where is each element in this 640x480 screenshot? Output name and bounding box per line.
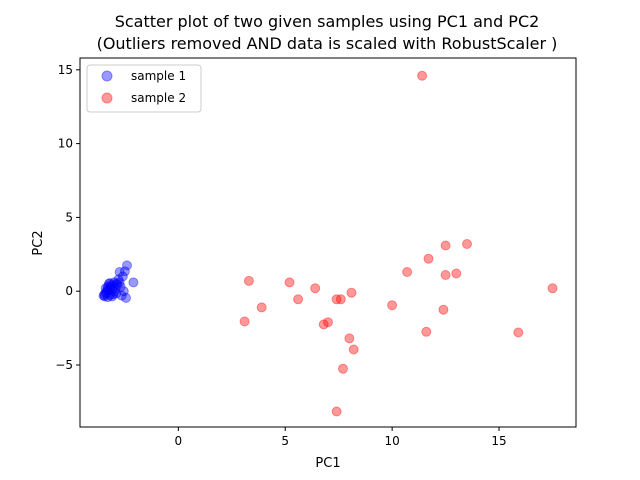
sample-1-point-16 xyxy=(115,281,126,292)
sample-2-point-16 xyxy=(387,300,398,311)
sample-1-point-8 xyxy=(106,280,116,291)
y-tick-label: 5 xyxy=(65,210,73,224)
sample-2-point-23 xyxy=(513,327,524,338)
sample-1-point-22 xyxy=(122,260,132,271)
sample-2-point-27 xyxy=(331,406,342,417)
sample-2-point-9 xyxy=(284,277,295,288)
sample-1-point-29 xyxy=(106,281,116,292)
sample-1-point-14 xyxy=(113,274,124,285)
x-tick-label: 5 xyxy=(281,434,289,448)
sample-1-point-19 xyxy=(118,286,129,297)
sample-2-point-25 xyxy=(348,344,359,355)
sample-2-point-17 xyxy=(256,302,267,313)
data-points xyxy=(98,70,558,417)
sample-1-point-6 xyxy=(103,278,114,289)
sample-2-point-15 xyxy=(293,294,304,305)
sample-2-point-20 xyxy=(323,317,333,328)
sample-1-point-21 xyxy=(121,292,131,303)
sample-2-point-7 xyxy=(440,270,451,280)
sample-1-point-3 xyxy=(100,287,111,298)
sample-2-point-2 xyxy=(462,239,472,249)
sample-2-point-8 xyxy=(243,275,254,286)
sample-1-point-9 xyxy=(107,284,118,295)
sample-1-point-18 xyxy=(117,271,128,282)
sample-1-point-25 xyxy=(104,289,115,300)
sample-1-point-15 xyxy=(114,267,125,277)
sample-1-point-7 xyxy=(104,278,115,289)
sample-1-point-33 xyxy=(102,284,113,294)
sample-1-point-2 xyxy=(99,289,110,300)
sample-1-point-28 xyxy=(111,288,122,299)
sample-2-point-6 xyxy=(451,268,462,279)
axis-ticks: 0 5 10 15 −5 0 5 10 15 xyxy=(55,63,506,448)
sample-2-point-1 xyxy=(417,70,428,81)
sample-1-point-23 xyxy=(128,277,139,288)
sample-2-point-11 xyxy=(547,283,558,294)
legend-box xyxy=(86,64,202,113)
y-tick-label: 0 xyxy=(65,284,73,298)
sample-1-point-20 xyxy=(119,266,130,277)
sample-1-point-30 xyxy=(103,285,114,296)
sample-2-point-10 xyxy=(310,283,321,294)
sample-1-point-10 xyxy=(108,289,119,300)
x-tick-label: 15 xyxy=(491,434,506,448)
x-axis-label: PC1 xyxy=(315,456,340,471)
y-tick-label: 15 xyxy=(58,63,73,77)
sample-1-point-31 xyxy=(112,279,123,290)
sample-2-point-26 xyxy=(338,363,348,374)
sample-2-point-14 xyxy=(335,294,346,305)
sample-1-point-11 xyxy=(109,277,120,288)
sample-2-point-19 xyxy=(239,316,250,327)
sample-2-point-21 xyxy=(318,319,329,330)
sample-1-point-1 xyxy=(98,290,109,301)
sample-1-point-17 xyxy=(116,290,127,301)
plot-area xyxy=(79,57,577,428)
sample-2-point-4 xyxy=(423,253,434,264)
sample-2-point-13 xyxy=(331,294,342,305)
sample-2-point-22 xyxy=(421,326,432,337)
sample-1-point-13 xyxy=(111,278,122,289)
x-tick-label: 10 xyxy=(384,434,399,448)
sample-1-point-24 xyxy=(102,292,113,303)
legend-marker-sample-2 xyxy=(101,92,113,104)
legend-marker-sample-1 xyxy=(101,70,113,82)
sample-2-point-12 xyxy=(346,287,357,298)
y-tick-label: −5 xyxy=(55,358,73,372)
legend-label-sample-1: sample 1 xyxy=(131,69,186,83)
sample-1-point-35 xyxy=(114,277,125,288)
x-tick-label: 0 xyxy=(175,434,183,448)
sample-2-point-5 xyxy=(402,267,413,277)
y-tick-label: 10 xyxy=(58,137,73,151)
sample-2-point-24 xyxy=(344,333,355,344)
sample-1-point-26 xyxy=(100,283,111,294)
chart-title-line-2: (Outliers removed AND data is scaled wit… xyxy=(97,34,558,53)
sample-1-point-4 xyxy=(101,286,112,297)
sample-1-point-32 xyxy=(109,286,120,297)
sample-2-point-18 xyxy=(438,304,449,315)
chart-title-line-1: Scatter plot of two given samples using … xyxy=(115,12,540,31)
sample-1-point-34 xyxy=(99,291,110,302)
sample-1-point-27 xyxy=(107,291,118,302)
legend-label-sample-2: sample 2 xyxy=(131,91,186,105)
sample-1-point-12 xyxy=(110,283,121,294)
sample-2-point-3 xyxy=(440,240,451,251)
sample-1-point-5 xyxy=(102,281,113,292)
y-axis-label: PC2 xyxy=(31,230,46,255)
legend: sample 1 sample 2 xyxy=(86,64,202,113)
